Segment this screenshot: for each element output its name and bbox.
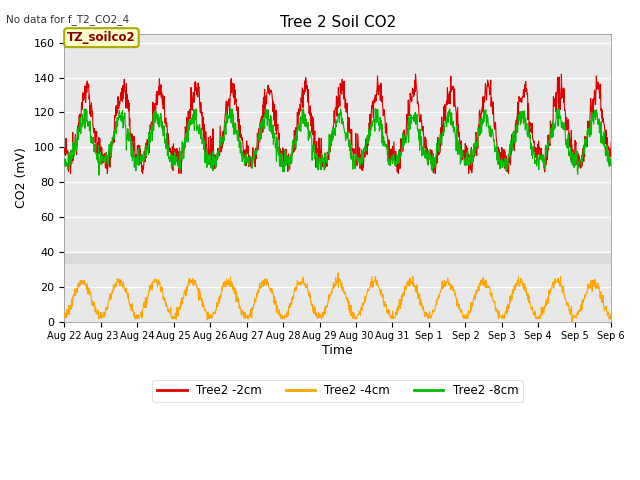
Title: Tree 2 Soil CO2: Tree 2 Soil CO2 xyxy=(280,15,396,30)
Bar xyxy=(65,252,611,264)
Y-axis label: CO2 (mV): CO2 (mV) xyxy=(15,147,28,208)
Text: No data for f_T2_CO2_4: No data for f_T2_CO2_4 xyxy=(6,14,129,25)
Legend: Tree2 -2cm, Tree2 -4cm, Tree2 -8cm: Tree2 -2cm, Tree2 -4cm, Tree2 -8cm xyxy=(152,380,523,402)
Text: TZ_soilco2: TZ_soilco2 xyxy=(67,31,136,44)
X-axis label: Time: Time xyxy=(323,344,353,357)
